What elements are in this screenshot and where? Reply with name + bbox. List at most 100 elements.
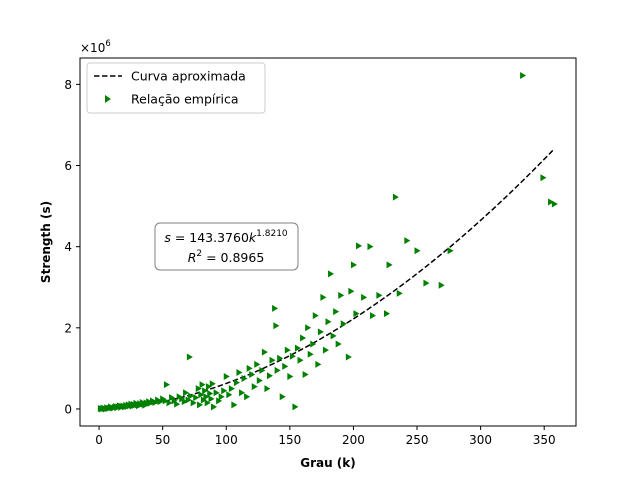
y-axis-label: Strength (s) bbox=[39, 201, 53, 283]
scatter-point bbox=[272, 304, 279, 312]
scatter-point bbox=[386, 261, 393, 269]
scatter-point bbox=[367, 243, 374, 251]
scatter-point bbox=[223, 373, 230, 380]
scatter-point bbox=[251, 383, 258, 391]
scatter-point bbox=[246, 364, 253, 372]
scatter-point bbox=[183, 389, 190, 397]
scatter-point bbox=[174, 400, 181, 408]
y-tick-label: 2 bbox=[64, 321, 72, 335]
scatter-point bbox=[249, 370, 256, 378]
scatter-point bbox=[330, 332, 337, 340]
scatter-point bbox=[198, 391, 205, 399]
scatter-point bbox=[236, 368, 243, 376]
scatter-point bbox=[261, 348, 268, 356]
y-axis-ticks: 0 2 4 6 8 bbox=[64, 78, 80, 416]
scatter-point bbox=[259, 366, 266, 374]
annotation-box bbox=[154, 222, 299, 271]
x-axis-ticks: 0 50 100 150 200 250 300 350 bbox=[95, 426, 556, 447]
scatter-point bbox=[186, 353, 193, 361]
equation-annotation: s = 143.3760k1.8210 R2 = 0.8965 bbox=[154, 222, 299, 271]
x-tick-label: 300 bbox=[469, 433, 492, 447]
scatter-point bbox=[185, 396, 192, 404]
scatter-point bbox=[305, 324, 312, 332]
x-tick-label: 200 bbox=[342, 433, 365, 447]
scatter-point bbox=[353, 310, 360, 318]
x-tick-label: 250 bbox=[406, 433, 429, 447]
scatter-point bbox=[208, 395, 215, 403]
scatter-point bbox=[312, 312, 319, 320]
scatter-point bbox=[181, 398, 188, 406]
scatter-point bbox=[216, 397, 223, 405]
scatter-point bbox=[310, 340, 317, 348]
scatter-point bbox=[348, 287, 355, 295]
legend-triangle-marker-icon bbox=[105, 95, 111, 103]
scatter-point bbox=[392, 193, 399, 201]
x-tick-label: 50 bbox=[155, 433, 170, 447]
scatter-point bbox=[256, 377, 263, 385]
scatter-point bbox=[269, 356, 276, 364]
scatter-point bbox=[166, 399, 173, 407]
scatter-point bbox=[282, 362, 289, 370]
y-multiplier-label: ×106 bbox=[80, 39, 111, 55]
scatter-point bbox=[162, 397, 169, 405]
legend-label-fit: Curva aproximada bbox=[131, 69, 246, 84]
scatter-point bbox=[199, 381, 206, 389]
scatter-point bbox=[202, 387, 209, 395]
scatter-point bbox=[203, 393, 210, 401]
scatter-point bbox=[548, 198, 555, 206]
scatter-point bbox=[244, 393, 251, 401]
scatter-point bbox=[195, 385, 202, 393]
fit-curve-line bbox=[100, 148, 555, 410]
scatter-point bbox=[370, 312, 377, 320]
scatter-point bbox=[307, 350, 314, 358]
scatter-point bbox=[384, 310, 390, 318]
scatter-point bbox=[279, 393, 286, 401]
scatter-point bbox=[221, 387, 228, 395]
scatter-point bbox=[207, 390, 214, 398]
scatter-point bbox=[197, 401, 204, 409]
scatter-point bbox=[267, 372, 273, 380]
scatter-point bbox=[328, 270, 335, 278]
scatter-point bbox=[376, 291, 383, 299]
scatter-point bbox=[239, 389, 246, 397]
scatter-point bbox=[447, 247, 454, 255]
annotation-r-squared: R2 = 0.8965 bbox=[188, 249, 265, 265]
scatter-point bbox=[350, 261, 357, 269]
scatter-point bbox=[320, 293, 327, 301]
scatter-point bbox=[338, 291, 345, 299]
scatter-point bbox=[315, 360, 322, 368]
scatter-point bbox=[287, 373, 294, 380]
scatter-point bbox=[233, 379, 240, 387]
scatter-point bbox=[414, 247, 421, 255]
y-tick-label: 0 bbox=[64, 402, 72, 416]
scatter-point bbox=[297, 356, 304, 364]
scatter-point bbox=[213, 389, 220, 397]
scatter-point bbox=[345, 353, 352, 361]
scatter-point bbox=[274, 366, 281, 374]
x-tick-label: 100 bbox=[215, 433, 238, 447]
scatter-point bbox=[264, 385, 271, 393]
scatter-point bbox=[302, 370, 309, 378]
scatter-point bbox=[209, 380, 216, 388]
scatter-point bbox=[171, 397, 178, 405]
legend-box bbox=[86, 62, 266, 114]
scatter-point bbox=[356, 242, 363, 250]
scatter-point bbox=[231, 401, 238, 409]
scatter-point bbox=[520, 71, 527, 79]
scatter-point bbox=[211, 403, 218, 411]
scatter-point bbox=[333, 308, 340, 316]
scatter-point bbox=[204, 399, 211, 407]
scatter-point bbox=[284, 346, 291, 354]
scatter-point bbox=[300, 334, 307, 342]
x-tick-label: 150 bbox=[278, 433, 301, 447]
fit-curve-layer bbox=[100, 148, 555, 410]
scatter-point bbox=[273, 322, 280, 330]
scatter-point bbox=[188, 392, 195, 400]
y-tick-label: 8 bbox=[64, 78, 72, 92]
scatter-point bbox=[163, 381, 170, 389]
scatter-point bbox=[294, 344, 301, 352]
scatter-point bbox=[325, 318, 332, 326]
scatter-point bbox=[317, 328, 324, 336]
x-tick-label: 350 bbox=[533, 433, 556, 447]
